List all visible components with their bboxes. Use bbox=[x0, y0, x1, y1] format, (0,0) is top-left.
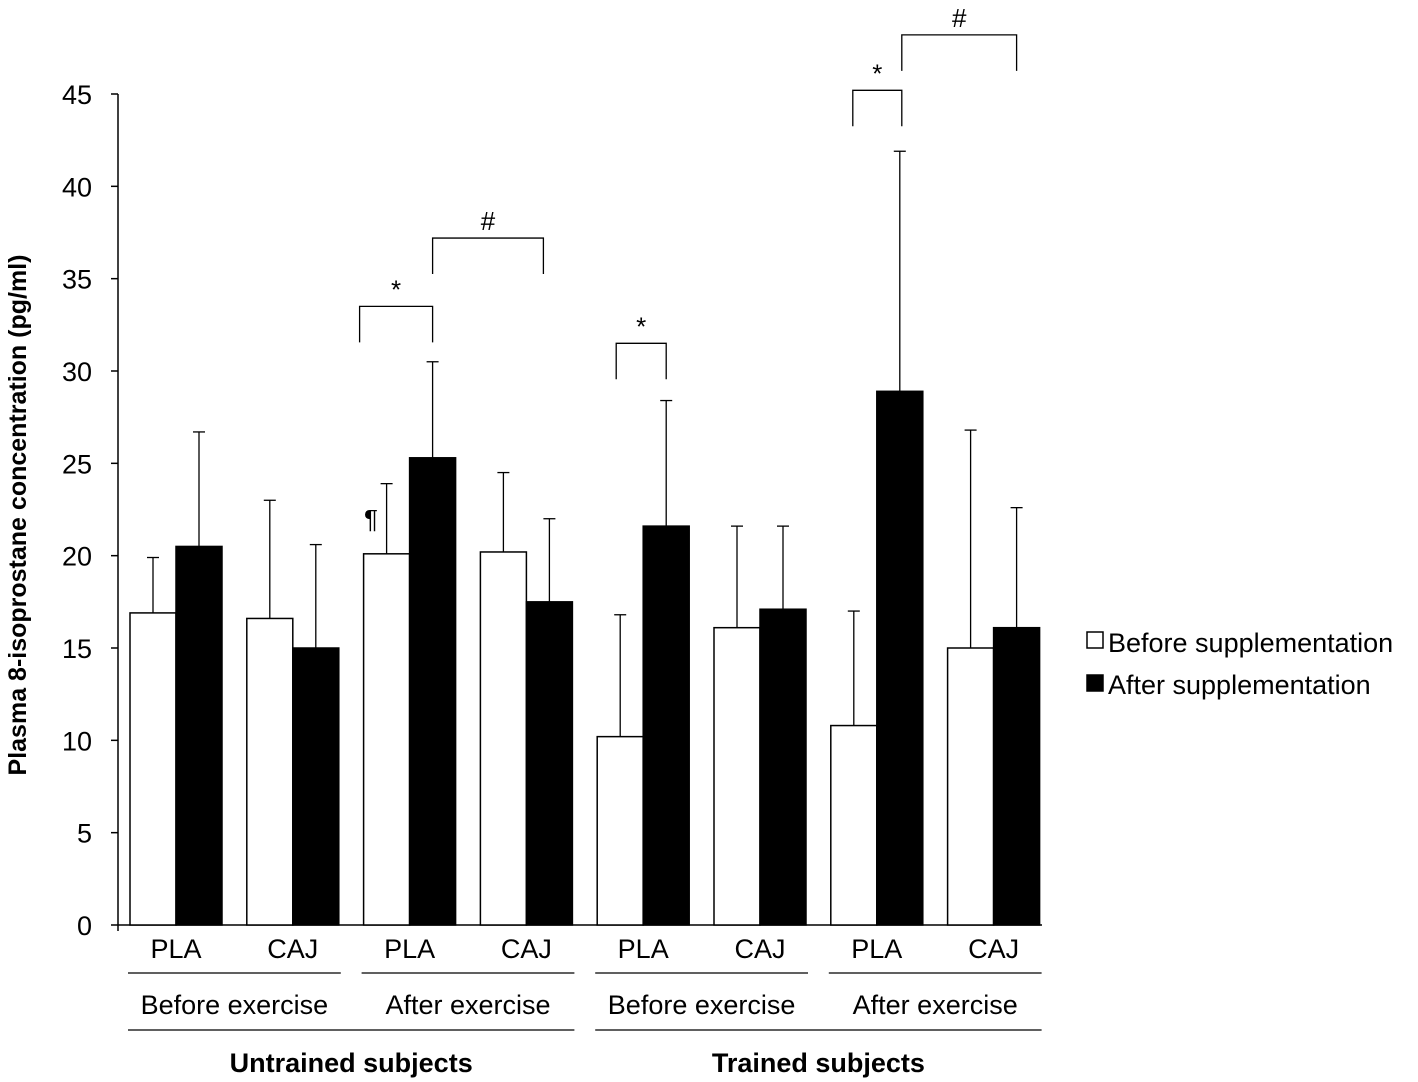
x-category-label: PLA bbox=[384, 934, 435, 964]
subject-group-label: Untrained subjects bbox=[230, 1048, 473, 1078]
y-tick-label: 45 bbox=[62, 80, 92, 110]
y-tick-label: 35 bbox=[62, 265, 92, 295]
significance-bracket-star-label: * bbox=[391, 274, 401, 304]
significance-bracket-star bbox=[358, 305, 434, 343]
exercise-group-label: Before exercise bbox=[141, 990, 329, 1020]
exercise-group-label: After exercise bbox=[385, 990, 550, 1020]
y-tick-label: 10 bbox=[62, 726, 92, 756]
exercise-group-label: Before exercise bbox=[608, 990, 796, 1020]
y-tick-label: 40 bbox=[62, 172, 92, 202]
significance-bracket-hash bbox=[901, 34, 1018, 71]
x-category-label: CAJ bbox=[734, 934, 785, 964]
legend-label-before: Before supplementation bbox=[1108, 628, 1393, 658]
bar-before-supplementation bbox=[362, 553, 411, 926]
pilcrow-annotation: ¶ bbox=[364, 504, 378, 534]
y-tick-label: 25 bbox=[62, 449, 92, 479]
bar-after-supplementation bbox=[292, 647, 340, 926]
significance-bracket-hash-label: # bbox=[481, 206, 496, 236]
y-axis-label: Plasma 8-isoprostane concentration (pg/m… bbox=[4, 255, 32, 776]
bar-before-supplementation bbox=[246, 617, 294, 926]
bar-after-supplementation bbox=[992, 626, 1041, 926]
bar-before-supplementation bbox=[946, 647, 995, 926]
legend-label-after: After supplementation bbox=[1108, 670, 1371, 700]
x-category-label: PLA bbox=[851, 934, 902, 964]
y-tick-label: 15 bbox=[62, 634, 92, 664]
x-category-label: CAJ bbox=[267, 934, 318, 964]
bar-after-supplementation bbox=[876, 390, 924, 926]
x-category-label: CAJ bbox=[501, 934, 552, 964]
significance-bracket-star-label: * bbox=[636, 311, 646, 341]
y-tick-label: 20 bbox=[62, 542, 92, 572]
bar-before-supplementation bbox=[596, 735, 644, 926]
significance-bracket-star bbox=[615, 342, 667, 380]
bar-after-supplementation bbox=[525, 601, 574, 926]
significance-bracket-hash bbox=[431, 237, 545, 275]
legend-swatch-after bbox=[1086, 674, 1104, 692]
x-category-label: PLA bbox=[618, 934, 669, 964]
legend-swatch-before bbox=[1086, 631, 1104, 649]
bar-after-supplementation bbox=[408, 457, 457, 926]
bar-after-supplementation bbox=[759, 608, 807, 926]
bar-after-supplementation bbox=[642, 525, 690, 926]
significance-bracket-star bbox=[852, 89, 903, 127]
subject-group-label: Trained subjects bbox=[712, 1048, 925, 1078]
bar-before-supplementation bbox=[479, 551, 528, 926]
bar-before-supplementation bbox=[830, 724, 878, 926]
bar-after-supplementation bbox=[175, 545, 223, 926]
y-tick-label: 5 bbox=[77, 819, 92, 849]
x-category-label: PLA bbox=[150, 934, 201, 964]
y-tick-label: 0 bbox=[77, 911, 92, 941]
exercise-group-label: After exercise bbox=[853, 990, 1018, 1020]
significance-bracket-hash-label: # bbox=[952, 3, 967, 33]
bar-before-supplementation bbox=[713, 626, 761, 926]
bar-before-supplementation bbox=[129, 612, 177, 926]
significance-bracket-star-label: * bbox=[872, 58, 882, 88]
legend: Before supplementation After supplementa… bbox=[1086, 628, 1393, 700]
x-category-label: CAJ bbox=[968, 934, 1019, 964]
y-tick-label: 30 bbox=[62, 357, 92, 387]
